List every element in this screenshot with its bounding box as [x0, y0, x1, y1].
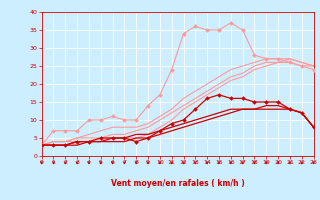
X-axis label: Vent moyen/en rafales ( km/h ): Vent moyen/en rafales ( km/h )	[111, 179, 244, 188]
